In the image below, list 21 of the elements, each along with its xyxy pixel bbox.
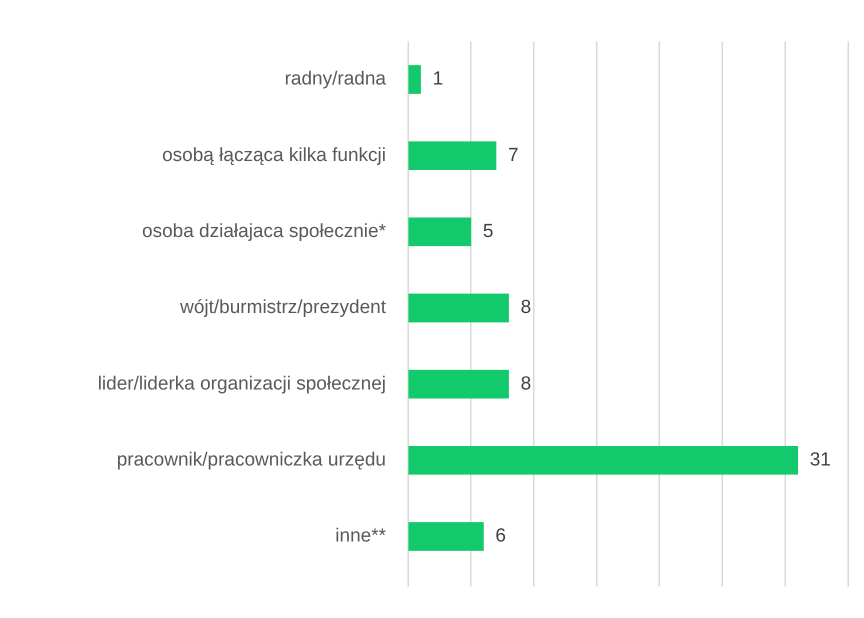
y-tick-label: radny/radna	[284, 68, 386, 90]
data-label: 6	[495, 526, 506, 547]
bar	[408, 294, 509, 322]
bar	[408, 218, 472, 246]
bar	[408, 65, 421, 94]
data-label: 5	[482, 221, 494, 242]
data-label: 8	[520, 297, 532, 318]
data-label: 7	[508, 144, 519, 166]
data-label: 31	[810, 450, 831, 471]
y-tick-label: osoba działajaca społecznie*	[142, 221, 387, 242]
data-label: 8	[520, 373, 532, 394]
bar	[408, 522, 484, 551]
bar	[408, 141, 496, 170]
data-label: 1	[432, 68, 444, 90]
bar	[408, 370, 509, 398]
y-tick-label: inne**	[335, 526, 387, 547]
y-tick-label: osobą łącząca kilka funkcji	[162, 144, 386, 166]
y-tick-label: pracownik/pracowniczka urzędu	[116, 450, 386, 471]
y-tick-label: wójt/burmistrz/prezydent	[179, 297, 387, 318]
bar	[408, 446, 798, 475]
y-tick-label: lider/liderka organizacji społecznej	[98, 373, 386, 394]
